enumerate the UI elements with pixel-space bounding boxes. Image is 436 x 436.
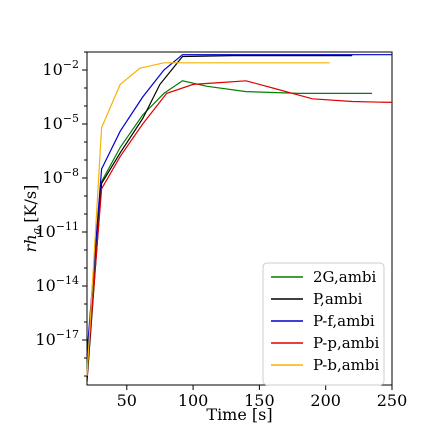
series-line-3 <box>86 80 393 373</box>
series-line-4 <box>86 62 330 377</box>
x-tick-label: 200 <box>310 391 341 410</box>
x-tick-label: 100 <box>178 391 209 410</box>
y-tick-label: 10−5 <box>42 112 79 133</box>
x-tick-label: 150 <box>244 391 275 410</box>
series-layer <box>86 54 393 382</box>
series-line-2 <box>86 54 392 355</box>
y-tick-label: 10−11 <box>35 220 79 241</box>
x-tick-label: 50 <box>117 391 137 410</box>
plot-frame <box>86 51 393 386</box>
legend-box <box>262 262 385 386</box>
y-tick-label: 10−8 <box>42 166 79 187</box>
legend-label-2: P-f,ambi <box>313 312 375 330</box>
y-axis-title: rha [K/s] <box>21 185 43 253</box>
series-line-0 <box>86 80 373 368</box>
legend-label-1: P,ambi <box>313 290 363 308</box>
legend-label-4: P-b,ambi <box>313 356 379 374</box>
y-tick-label: 10−17 <box>35 328 79 349</box>
y-axis: 10−2 10−5 10−8 10−11 10−14 10−17 <box>35 51 87 377</box>
series-line-1 <box>86 54 353 382</box>
y-tick-label: 10−2 <box>42 58 79 79</box>
x-tick-label: 250 <box>377 391 408 410</box>
x-axis: 50 100 150 200 250 <box>117 385 408 410</box>
legend-label-0: 2G,ambi <box>313 268 377 286</box>
legend-label-3: P-p,ambi <box>313 334 379 352</box>
y-tick-label: 10−14 <box>35 274 79 295</box>
legend: 2G,ambi P,ambi P-f,ambi P-p,ambi P-b,ambi <box>262 262 385 386</box>
x-axis-title: Time [s] <box>206 405 272 424</box>
